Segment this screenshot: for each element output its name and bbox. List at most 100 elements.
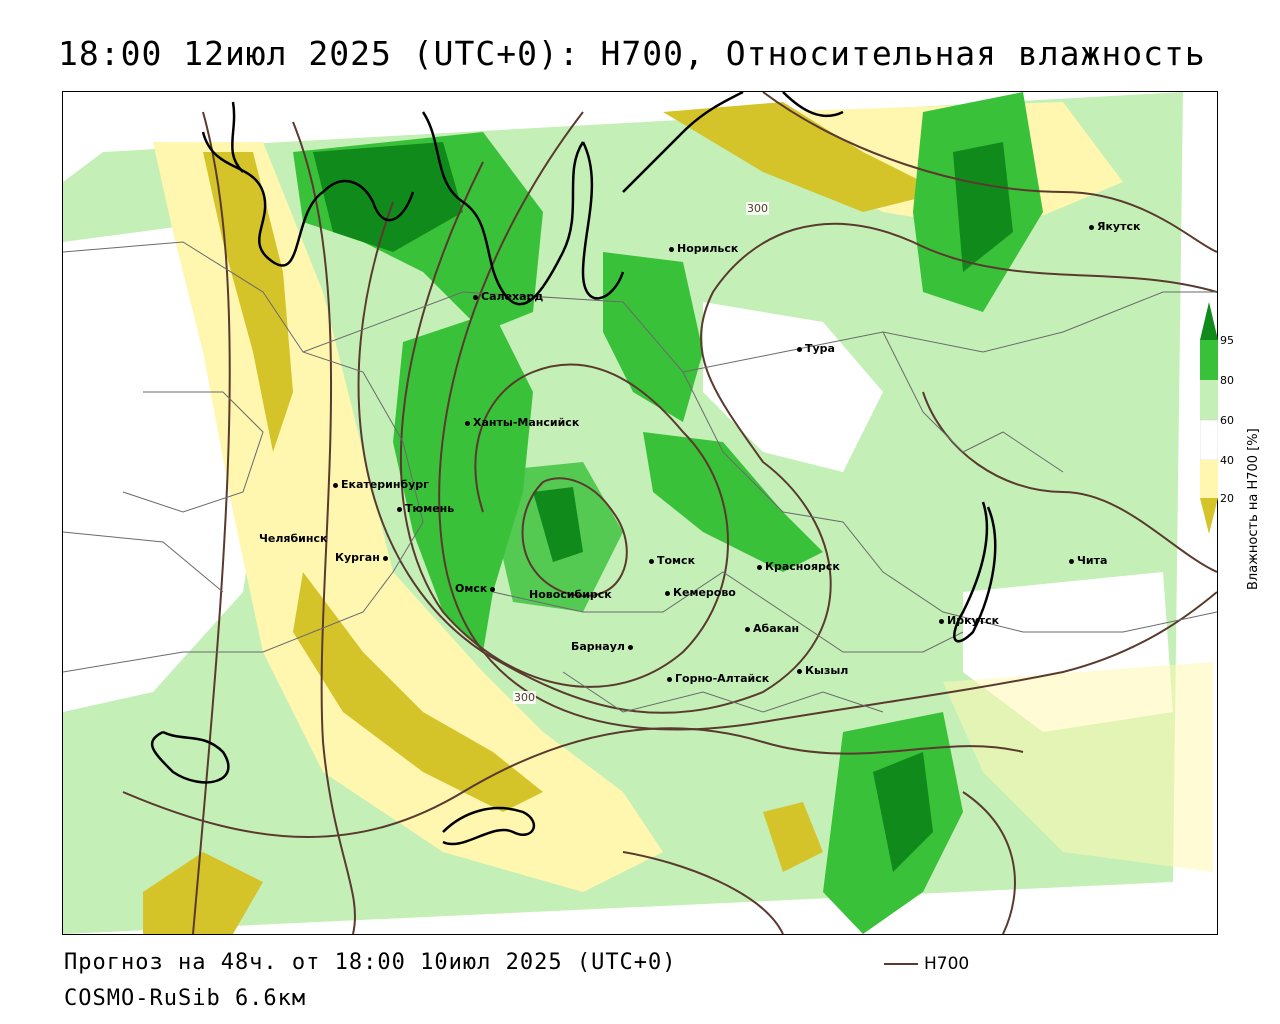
city-marker[interactable]: Якутск <box>1089 220 1140 233</box>
humidity-map <box>63 92 1217 934</box>
model-name: COSMO-RuSib 6.6км <box>64 986 307 1011</box>
coastline-caspian <box>151 730 230 784</box>
colorbar-swatch-dry <box>1200 460 1218 498</box>
coastline-barents <box>322 180 415 222</box>
contour-line <box>762 92 1217 253</box>
contour-line <box>357 201 1217 714</box>
region-boundary <box>122 391 264 513</box>
contour-line <box>438 111 1217 731</box>
city-dot-icon <box>473 294 478 300</box>
contour-line <box>622 851 784 934</box>
saturated-core-center <box>533 487 583 562</box>
city-dot-icon <box>1069 558 1074 564</box>
contour-legend: H700 <box>884 954 969 974</box>
city-dot-icon <box>669 246 674 252</box>
very-dry-core-north <box>663 102 943 212</box>
city-marker[interactable]: Норильск <box>669 242 738 255</box>
contour-legend-label: H700 <box>924 954 970 974</box>
city-marker[interactable]: Красноярск <box>757 560 840 573</box>
city-marker[interactable]: Тюмень <box>397 502 454 515</box>
colorbar-tick-label: 20 <box>1220 492 1234 505</box>
city-marker[interactable]: Горно-Алтайск <box>667 672 769 685</box>
city-marker[interactable]: Салехард <box>473 290 543 303</box>
saturated-core-south <box>873 752 933 872</box>
colorbar-swatch-moist <box>1200 380 1218 420</box>
city-dot-icon <box>649 558 654 564</box>
city-marker[interactable]: Чита <box>1069 554 1107 567</box>
city-dot-icon <box>667 676 672 682</box>
city-dot-icon <box>797 346 802 352</box>
colorbar-tick-label: 40 <box>1220 454 1234 467</box>
contour-line <box>122 727 1024 838</box>
colorbar-swatch-humid <box>1200 340 1218 380</box>
humidity-colorbar <box>1200 302 1218 534</box>
colorbar-swatch-saturated <box>1200 302 1218 340</box>
region-boundary <box>302 291 1217 633</box>
contour-label: 300 <box>746 202 769 215</box>
city-marker[interactable]: Тура <box>797 342 835 355</box>
very-dry-core-west <box>203 152 293 452</box>
city-marker[interactable]: Новосибирск <box>529 588 612 601</box>
coastline-taimyr <box>622 92 744 193</box>
city-marker[interactable]: Кемерово <box>665 586 736 599</box>
region-boundary <box>682 291 1217 373</box>
contour-line <box>399 161 729 688</box>
forecast-info: Прогноз на 48ч. от 18:00 10июл 2025 (UTC… <box>64 950 677 975</box>
chart-title: 18:00 12июл 2025 (UTC+0): H700, Относите… <box>58 34 1206 73</box>
contour-line <box>521 477 628 597</box>
colorbar-tick-label: 95 <box>1220 334 1234 347</box>
contour-line <box>962 791 1016 934</box>
city-dot-icon <box>382 555 388 561</box>
colorbar-tick-label: 80 <box>1220 374 1234 387</box>
city-marker[interactable]: Томск <box>649 554 695 567</box>
saturated-core-northeast <box>953 142 1013 272</box>
coastline-yamal <box>421 111 585 306</box>
region-boundary <box>882 331 1064 473</box>
city-marker[interactable]: Абакан <box>745 622 799 635</box>
city-dot-icon <box>1089 224 1094 230</box>
colorbar-swatch-neutral <box>1200 419 1218 461</box>
colorbar-swatch-very-dry <box>1200 498 1218 534</box>
region-boundary <box>492 571 964 653</box>
city-marker[interactable]: Ханты-Мансийск <box>465 416 579 429</box>
city-marker[interactable]: Иркутск <box>939 614 999 627</box>
city-dot-icon <box>465 420 470 426</box>
city-dot-icon <box>797 668 802 674</box>
coastline-kola <box>201 131 324 267</box>
coastline-north <box>782 92 844 118</box>
dry-area-southeast <box>943 662 1213 872</box>
city-dot-icon <box>757 564 762 570</box>
city-dot-icon <box>333 482 338 488</box>
contour-label: 300 <box>513 691 536 704</box>
region-boundary <box>63 531 224 593</box>
city-marker[interactable]: Екатеринбург <box>333 478 429 491</box>
city-marker[interactable]: Курган <box>335 551 391 564</box>
contour-line-swatch <box>884 963 918 965</box>
saturated-core-yamal <box>313 142 463 252</box>
h700-contours <box>122 92 1217 934</box>
region-boundaries <box>63 241 1217 713</box>
city-marker[interactable]: Челябинск <box>259 532 328 545</box>
region-boundary <box>63 241 424 673</box>
coastline-gydan <box>581 141 625 300</box>
colorbar-title: Влажность на H700 [%] <box>1246 428 1261 590</box>
coastline-white-sea <box>231 101 244 173</box>
coastlines <box>151 92 997 846</box>
lake-balkhash <box>442 806 535 846</box>
map-area[interactable]: Якутск Норильск Салехард Тура Ханты-Манс… <box>62 91 1218 935</box>
city-marker[interactable]: Кызыл <box>797 664 848 677</box>
very-dry-core-mid <box>763 802 823 872</box>
city-marker[interactable]: Омск <box>455 582 498 595</box>
lake-baikal <box>953 501 997 643</box>
colorbar-tick-label: 60 <box>1220 414 1234 427</box>
region-boundary <box>562 671 884 713</box>
city-dot-icon <box>627 644 633 650</box>
city-dot-icon <box>939 618 944 624</box>
city-dot-icon <box>490 586 496 592</box>
contour-line <box>292 121 357 934</box>
contour-line <box>192 111 231 934</box>
city-dot-icon <box>745 626 750 632</box>
very-dry-core-sw <box>143 852 263 934</box>
very-dry-core-south <box>293 572 543 812</box>
city-marker[interactable]: Барнаул <box>571 640 636 653</box>
